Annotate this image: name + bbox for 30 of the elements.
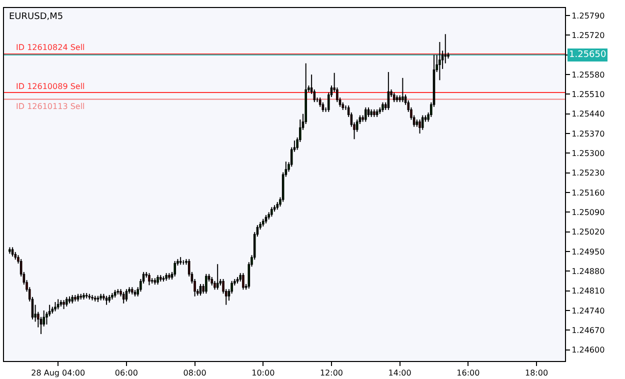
y-tick-label: 1.24880 bbox=[572, 266, 605, 276]
y-tick-label: 1.24600 bbox=[572, 346, 605, 355]
ref-line-label: ID 12610113 Sell bbox=[16, 102, 85, 111]
x-tick-label: 06:00 bbox=[114, 368, 138, 378]
ref-line-label: ID 12610824 Sell bbox=[16, 43, 85, 52]
ref-line-label: 1.25650 bbox=[569, 50, 606, 60]
y-tick-label: 1.24670 bbox=[572, 326, 605, 335]
y-tick-label: 1.25370 bbox=[572, 129, 605, 138]
y-tick-label: 1.25090 bbox=[572, 208, 605, 217]
text: EURUSD,M5 bbox=[9, 12, 64, 22]
y-tick-label: 1.25580 bbox=[572, 70, 605, 80]
x-tick-label: 18:00 bbox=[524, 368, 548, 378]
x-tick-label: 16:00 bbox=[456, 368, 480, 378]
y-tick-label: 1.25020 bbox=[572, 228, 605, 237]
ref-line-label: ID 12610089 Sell bbox=[16, 82, 85, 91]
y-tick-label: 1.24950 bbox=[572, 247, 605, 256]
y-tick-label: 1.24740 bbox=[572, 306, 605, 316]
y-tick-label: 1.25510 bbox=[572, 90, 605, 100]
x-tick-label: 28 Aug 04:00 bbox=[31, 368, 86, 378]
y-tick-label: 1.24810 bbox=[572, 286, 605, 296]
x-tick-label: 08:00 bbox=[183, 368, 206, 378]
y-tick-label: 1.25440 bbox=[572, 110, 605, 119]
y-tick-label: 1.25720 bbox=[572, 31, 605, 40]
y-tick-label: 1.25230 bbox=[572, 168, 605, 178]
y-tick-label: 1.25790 bbox=[572, 11, 605, 20]
x-tick-label: 14:00 bbox=[388, 368, 412, 378]
x-tick-label: 12:00 bbox=[320, 368, 344, 378]
y-tick-label: 1.25160 bbox=[572, 188, 605, 198]
x-tick-label: 10:00 bbox=[252, 368, 275, 378]
y-tick-label: 1.25300 bbox=[572, 148, 605, 158]
